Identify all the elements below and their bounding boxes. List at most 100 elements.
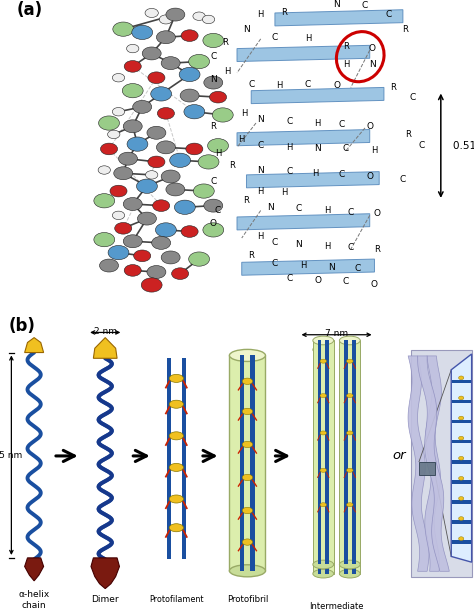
Text: N: N: [243, 24, 250, 34]
Text: C: C: [295, 204, 302, 213]
Circle shape: [123, 197, 142, 211]
Circle shape: [145, 9, 158, 18]
Ellipse shape: [242, 507, 253, 514]
Ellipse shape: [320, 477, 327, 481]
Text: C: C: [272, 33, 278, 42]
Text: N: N: [257, 166, 264, 175]
Text: O: O: [374, 209, 380, 218]
Text: O: O: [366, 172, 373, 181]
Text: O: O: [366, 122, 373, 131]
Circle shape: [159, 15, 173, 24]
Text: C: C: [286, 117, 292, 126]
Text: R: R: [402, 24, 408, 34]
Circle shape: [108, 246, 129, 260]
Bar: [250, 356, 255, 571]
Circle shape: [161, 170, 180, 183]
Ellipse shape: [346, 468, 353, 472]
Bar: [339, 349, 360, 574]
Text: ~45 nm: ~45 nm: [0, 452, 22, 461]
Circle shape: [161, 251, 180, 264]
Circle shape: [99, 116, 119, 130]
Ellipse shape: [339, 569, 360, 578]
Circle shape: [204, 76, 223, 89]
Bar: [313, 349, 334, 574]
Text: C: C: [257, 141, 264, 150]
Text: C: C: [210, 52, 217, 61]
Text: H: H: [215, 149, 221, 158]
Circle shape: [113, 22, 134, 36]
Text: R: R: [229, 161, 235, 170]
Text: C: C: [347, 208, 354, 217]
Bar: [339, 340, 360, 565]
Circle shape: [94, 233, 115, 247]
Text: O: O: [314, 276, 321, 285]
Circle shape: [112, 211, 125, 219]
Text: C: C: [305, 79, 311, 89]
Text: C: C: [419, 141, 425, 150]
Text: R: R: [405, 130, 410, 139]
Ellipse shape: [339, 345, 360, 354]
Circle shape: [114, 167, 133, 180]
Bar: [452, 420, 471, 423]
Ellipse shape: [346, 512, 353, 516]
Circle shape: [148, 72, 165, 84]
Text: N: N: [328, 263, 335, 272]
Ellipse shape: [320, 403, 327, 407]
Bar: [167, 358, 171, 559]
Circle shape: [137, 179, 157, 193]
Bar: [344, 340, 348, 565]
Ellipse shape: [313, 345, 334, 354]
Ellipse shape: [320, 368, 327, 372]
Circle shape: [198, 155, 219, 169]
Bar: [182, 358, 186, 559]
Circle shape: [202, 15, 215, 24]
Ellipse shape: [242, 474, 253, 481]
Text: H: H: [286, 143, 292, 152]
Text: α-helix
chain: α-helix chain: [18, 590, 50, 610]
Circle shape: [142, 47, 161, 60]
Bar: [452, 480, 471, 484]
Circle shape: [110, 185, 127, 197]
Circle shape: [189, 54, 210, 68]
Circle shape: [147, 266, 166, 279]
Circle shape: [189, 252, 210, 266]
Circle shape: [118, 152, 137, 165]
Text: C: C: [385, 10, 392, 19]
Polygon shape: [25, 558, 44, 581]
Text: H: H: [281, 188, 288, 197]
Text: H: H: [314, 119, 321, 128]
Text: O: O: [333, 81, 340, 90]
Polygon shape: [237, 45, 370, 62]
Bar: [229, 356, 265, 571]
Text: R: R: [374, 245, 380, 254]
Bar: [352, 349, 356, 574]
Text: C: C: [347, 243, 354, 252]
Ellipse shape: [242, 441, 253, 448]
Circle shape: [94, 194, 115, 208]
Text: N: N: [267, 203, 273, 212]
Text: or: or: [392, 450, 406, 463]
Text: H: H: [224, 67, 231, 76]
Circle shape: [100, 143, 118, 155]
Circle shape: [193, 12, 205, 20]
Ellipse shape: [459, 416, 464, 420]
Text: H: H: [238, 135, 245, 144]
Ellipse shape: [346, 477, 353, 481]
Text: C: C: [362, 1, 368, 10]
Ellipse shape: [313, 560, 334, 569]
Ellipse shape: [459, 396, 464, 400]
Bar: [352, 340, 356, 565]
Circle shape: [124, 265, 141, 276]
Text: C: C: [338, 170, 345, 180]
Text: R: R: [343, 42, 349, 51]
Bar: [452, 379, 471, 383]
Ellipse shape: [459, 517, 464, 521]
Text: H: H: [324, 206, 330, 215]
Ellipse shape: [346, 393, 353, 398]
Ellipse shape: [346, 503, 353, 507]
Text: H: H: [241, 109, 247, 118]
Text: 0.51 nm: 0.51 nm: [453, 141, 474, 151]
Text: R: R: [244, 196, 249, 205]
Bar: [325, 340, 329, 565]
Ellipse shape: [459, 497, 464, 500]
